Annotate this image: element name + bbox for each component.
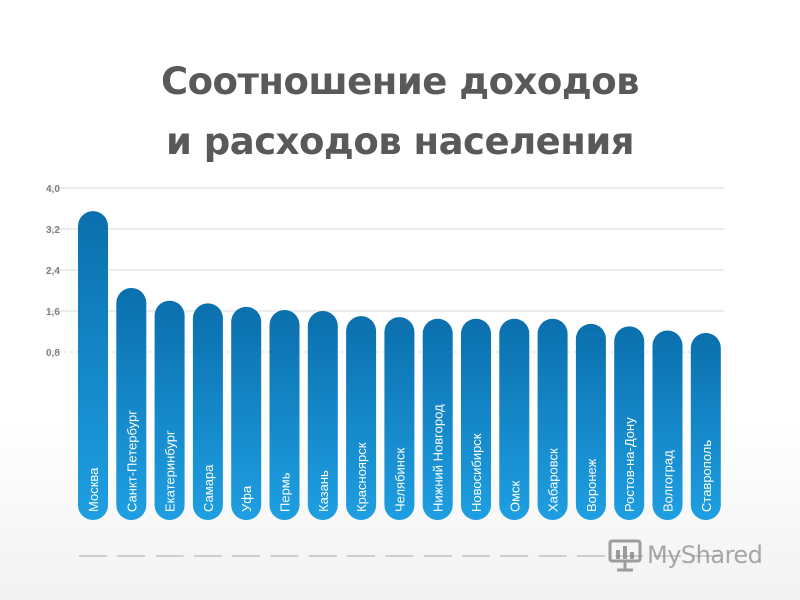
bar-label: Новосибирск xyxy=(469,433,484,512)
bar-label: Санкт-Петербург xyxy=(124,410,139,512)
bar-label: Омск xyxy=(507,480,522,512)
bar-label: Волгоград xyxy=(661,450,676,512)
bar xyxy=(346,316,377,520)
bar-label: Красноярск xyxy=(354,442,369,512)
presentation-icon xyxy=(608,539,642,572)
bar xyxy=(384,317,415,520)
bar-label: Ростов-на-Дону xyxy=(622,417,637,512)
bar xyxy=(652,330,683,520)
bar-label: Нижний Новгород xyxy=(431,404,446,512)
chart-title-line-1: Соотношение доходов xyxy=(160,60,640,103)
bar xyxy=(537,318,568,520)
bar-label: Хабаровск xyxy=(546,448,561,512)
bar xyxy=(269,309,300,520)
bar xyxy=(154,300,185,520)
watermark: MyShared xyxy=(607,538,763,572)
bar xyxy=(307,311,338,520)
y-tick-label: 3,2 xyxy=(46,225,60,236)
bar-label: Екатеринбург xyxy=(163,430,178,512)
bar xyxy=(78,211,108,520)
grid-lines xyxy=(46,187,724,353)
bar xyxy=(231,306,262,520)
bar xyxy=(614,326,645,520)
bar-label: Ставрополь xyxy=(699,440,714,512)
y-tick-label: 4,0 xyxy=(46,184,60,195)
watermark-text: MyShared xyxy=(647,541,763,569)
bar-label: Самара xyxy=(201,464,216,512)
y-tick-label: 0,8 xyxy=(46,348,60,359)
bar xyxy=(116,287,147,520)
bar xyxy=(575,323,606,520)
bars xyxy=(78,211,721,520)
bar-label: Пермь xyxy=(278,472,293,512)
bar xyxy=(499,318,530,520)
bar xyxy=(422,318,453,520)
bar-label: Челябинск xyxy=(392,448,407,512)
bar-label: Уфа xyxy=(239,485,254,512)
bar xyxy=(690,333,721,520)
bar-label: Воронеж xyxy=(584,458,599,512)
chart-title: Соотношение доходов и расходов населения xyxy=(0,52,800,172)
bar xyxy=(192,303,223,520)
bar xyxy=(461,318,491,520)
bar-labels: Москва Санкт-Петербург Екатеринбург Самара У… xyxy=(86,404,714,512)
y-tick-label: 1,6 xyxy=(46,307,60,318)
bar-label: Москва xyxy=(86,467,101,512)
bar-label: Казань xyxy=(316,470,331,512)
y-axis-ticks: 4,0 3,2 2,4 1,6 0,8 xyxy=(46,184,60,359)
y-tick-label: 2,4 xyxy=(46,266,60,277)
chart-title-line-2: и расходов населения xyxy=(165,120,635,163)
